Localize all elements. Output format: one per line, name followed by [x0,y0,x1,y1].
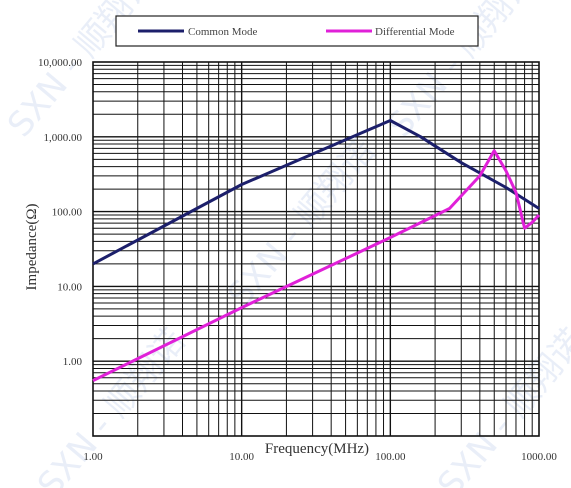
legend: Common Mode Differential Mode [115,15,479,47]
tick-labels: 1.00 10.00 100.00 1000.00 1.00 10.00 100.00 1,0… [38,57,557,463]
y-tick-label: 100.00 [52,207,83,219]
legend-label: Common Mode [188,26,257,38]
series-line-common-mode [92,119,540,266]
y-axis-label: Impedance(Ω) [24,204,40,291]
y-tick-label: 10.00 [57,281,82,293]
x-tick-label: 1000.00 [521,451,557,463]
x-tick-label: 10.00 [229,451,254,463]
watermark-text: SXN - 顺翔诺 [30,321,193,488]
x-tick-label: 100.00 [375,451,406,463]
series-layer [92,119,541,382]
series-line-differential-mode [92,149,541,382]
y-tick-label: 10,000.00 [38,57,83,69]
legend-label: Differential Mode [375,26,455,38]
x-axis-label: Frequency(MHz) [265,441,369,457]
y-tick-label: 1.00 [63,356,83,368]
y-tick-label: 1,000.00 [44,132,83,144]
x-tick-label: 1.00 [83,451,103,463]
plot-frame [92,61,540,437]
